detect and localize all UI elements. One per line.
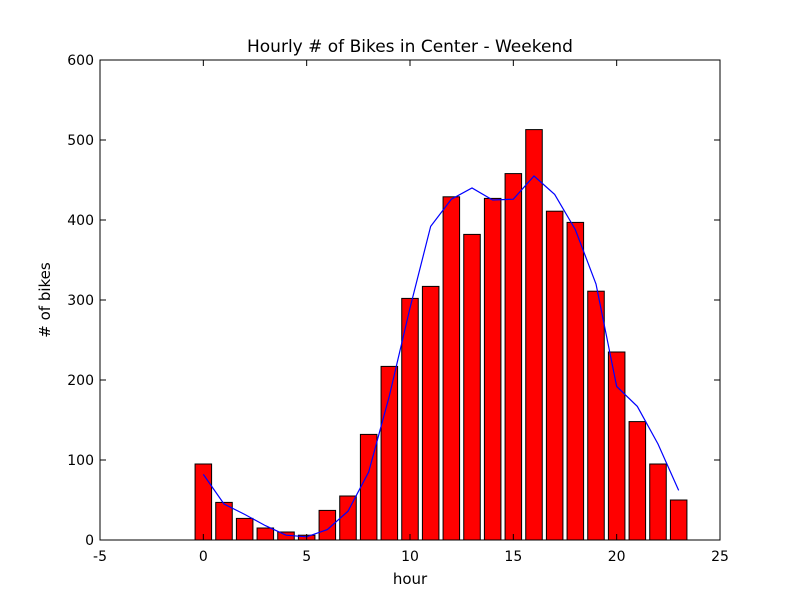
bar-hour-21 [628,421,647,541]
bar-hour-19 [587,290,605,541]
bar-hour-1 [215,501,233,541]
y-axis-label: # of bikes [36,262,54,338]
x-axis-label: hour [393,570,428,588]
bar-hour-13 [463,233,481,541]
x-tick-label: 5 [302,549,311,565]
bar-hour-9 [380,365,399,541]
chart-title: Hourly # of Bikes in Center - Weekend [247,37,573,57]
y-tick-label: 0 [85,533,94,549]
bar-hour-12 [442,196,461,541]
x-tick-label: -5 [93,549,107,565]
y-tick-label: 600 [67,53,94,69]
x-tick-label: 0 [199,549,208,565]
y-tick-label: 300 [67,293,94,309]
bar-hour-11 [421,285,440,541]
bar-hour-17 [545,210,564,541]
bar-hour-2 [235,517,254,541]
bar-hour-7 [339,495,357,541]
bars-group [194,129,688,541]
bar-hour-22 [649,463,667,541]
x-tick-label: 25 [711,549,729,565]
y-axis-ticks: 0 100 200 300 400 500 600 [67,53,720,549]
bar-hour-15 [504,173,523,541]
bar-hour-18 [566,221,585,541]
x-tick-label: 10 [401,549,419,565]
x-tick-label: 20 [608,549,626,565]
trend-line [202,175,680,538]
bar-hour-14 [483,197,502,541]
bar-hour-23 [669,499,688,541]
x-axis-ticks: -5 0 5 10 15 20 25 [93,60,729,565]
bar-hour-20 [607,351,626,541]
line-group [202,175,680,538]
bar-hour-16 [525,129,543,541]
bar-hour-3 [256,527,275,541]
y-tick-label: 400 [67,213,94,229]
y-tick-label: 200 [67,373,94,389]
y-tick-label: 100 [67,453,94,469]
y-tick-label: 500 [67,133,94,149]
x-tick-label: 15 [504,549,522,565]
